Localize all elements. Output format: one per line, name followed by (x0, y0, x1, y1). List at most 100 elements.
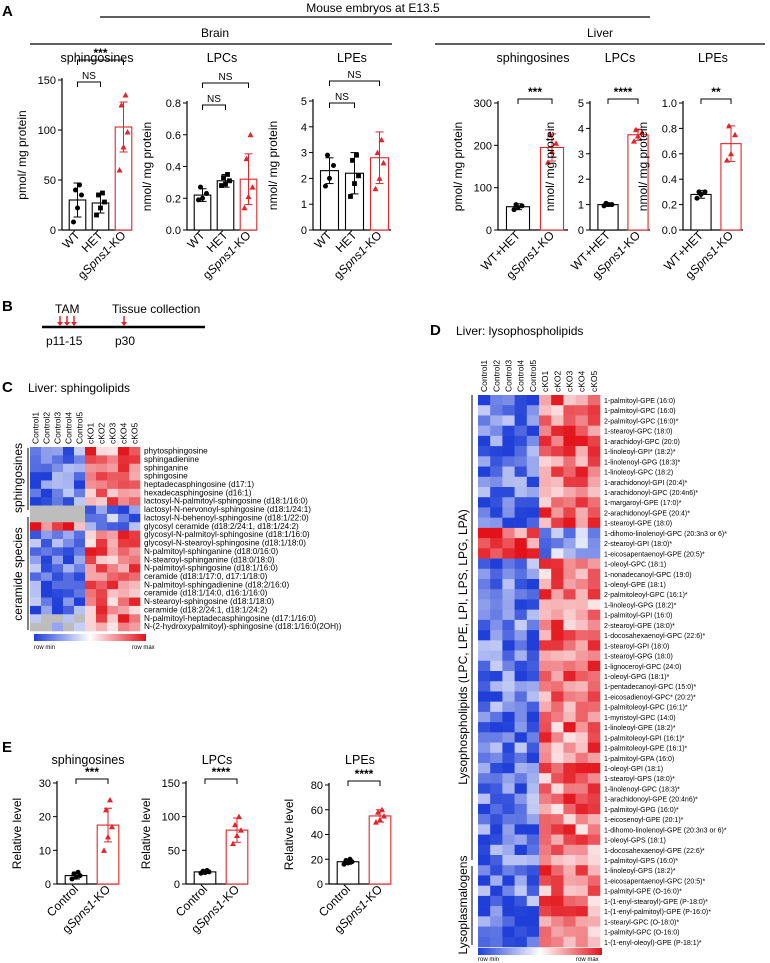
heatmap-cell (575, 691, 589, 702)
heatmap-row-label: 1-palmityl-GPC (O-16:0) (604, 930, 679, 937)
heatmap-cell (85, 622, 97, 632)
sig-bracket (347, 780, 381, 786)
data-point (71, 219, 76, 225)
y-tick-label: 0.4 (662, 174, 677, 186)
heatmap-cell (539, 640, 552, 651)
heatmap-cell (52, 522, 64, 531)
heatmap-column-label: cKO2 (97, 422, 107, 444)
heatmap-cell (539, 568, 552, 580)
heatmap-cell (526, 844, 540, 856)
heatmap-cell (107, 488, 119, 498)
heatmap-cell (490, 691, 503, 702)
heatmap-row-label: N-(2-hydroxypalmitoyl)-sphingosine (d18:… (144, 622, 342, 631)
heatmap-cell (490, 844, 503, 856)
y-tick-label: 4 (301, 122, 307, 134)
heatmap-cell (575, 763, 589, 774)
heatmap-row-label: 1-oleoyl-GPS (18:1) (604, 838, 666, 845)
heatmap-cell (490, 701, 503, 713)
heatmap-cell (490, 803, 503, 815)
heatmap-cell (478, 599, 491, 610)
heatmap-cell (587, 783, 601, 794)
data-point (75, 869, 81, 875)
data-point (247, 131, 254, 138)
data-point (323, 183, 328, 189)
heatmap-cell (74, 505, 86, 515)
data-point (109, 823, 115, 830)
data-point (639, 129, 645, 135)
heatmap-cell (30, 480, 42, 490)
heatmap-cell (587, 487, 601, 498)
heatmap-cell (85, 480, 97, 490)
data-point (75, 205, 80, 211)
heatmap-cell (526, 405, 540, 416)
timeline-tissue-label: Tissue collection (112, 302, 200, 316)
heatmap-cell (41, 497, 53, 506)
heatmap-cell (551, 834, 564, 846)
data-point (219, 183, 224, 188)
heatmap-cell (478, 916, 491, 927)
heatmap-cell (74, 547, 86, 557)
heatmap-cell (526, 742, 540, 754)
heatmap-cell (563, 803, 576, 815)
heatmap-cell (526, 660, 540, 672)
heatmap-cell (478, 558, 491, 570)
heatmap-cell (502, 609, 515, 621)
heatmap-cell (514, 497, 528, 508)
heatmap-column-label: cKO1 (540, 370, 550, 392)
heatmap-cell (526, 824, 540, 835)
heatmap-cell (502, 752, 515, 764)
panel-c-legend-max: row max (132, 645, 155, 651)
heatmap-cell (41, 472, 53, 481)
heatmap-cell (490, 538, 503, 549)
heatmap-cell (587, 885, 601, 897)
heatmap-cell (490, 517, 503, 529)
heatmap-cell (85, 597, 97, 607)
y-tick-label: 50 (168, 845, 180, 857)
heatmap-cell (96, 614, 108, 623)
heatmap-cell (539, 456, 552, 467)
heatmap-cell (551, 558, 564, 570)
heatmap-cell (563, 722, 576, 733)
heatmap-column-label: cKO4 (577, 370, 587, 392)
heatmap-cell (63, 463, 75, 473)
heatmap-cell (63, 589, 75, 598)
heatmap-cell (563, 517, 576, 529)
heatmap-cell (41, 605, 53, 615)
heatmap-cell (107, 530, 119, 540)
heatmap-cell (74, 564, 86, 573)
data-point (724, 157, 730, 163)
heatmap-row-label: 1-lignoceroyl-GPC (24:0) (604, 664, 681, 671)
heatmap-cell (526, 681, 540, 692)
heatmap-cell (563, 650, 576, 662)
heatmap-cell (551, 895, 564, 907)
y-axis-label: nmol/ mg protein (543, 122, 557, 211)
heatmap-cell (514, 773, 528, 784)
heatmap-cell (502, 671, 515, 682)
heatmap-cell (526, 885, 540, 897)
heatmap-cell (563, 456, 576, 467)
heatmap-column-label: Control4 (64, 412, 74, 444)
heatmap-row-label: ceramide (d18:2/24:1, d18:1/24:2) (144, 605, 268, 614)
heatmap-cell (52, 589, 64, 598)
heatmap-cell (563, 855, 576, 866)
heatmap-cell (563, 660, 576, 672)
heatmap-cell (551, 691, 564, 702)
heatmap-cell (587, 640, 601, 651)
heatmap-cell (514, 711, 528, 723)
heatmap-row-label: 1-stearoyl-GPI (18:0) (604, 643, 669, 650)
data-point (124, 129, 131, 135)
data-point (96, 192, 101, 198)
heatmap-cell (478, 446, 491, 457)
heatmap-cell (526, 650, 540, 662)
heatmap-cell (63, 480, 75, 490)
heatmap-cell (129, 555, 141, 565)
heatmap-cell (118, 614, 130, 623)
data-point (243, 155, 250, 162)
heatmap-cell (539, 701, 552, 713)
heatmap-cell (63, 513, 75, 523)
panel-c-group-sphingosines: sphingosines (11, 443, 25, 513)
y-tick-label: 80 (311, 780, 323, 792)
heatmap-cell (551, 538, 564, 549)
heatmap-cell (563, 691, 576, 702)
heatmap-row-label: 1-(1-enyl-oleoyl)-GPE (P-18:1)* (604, 940, 702, 947)
